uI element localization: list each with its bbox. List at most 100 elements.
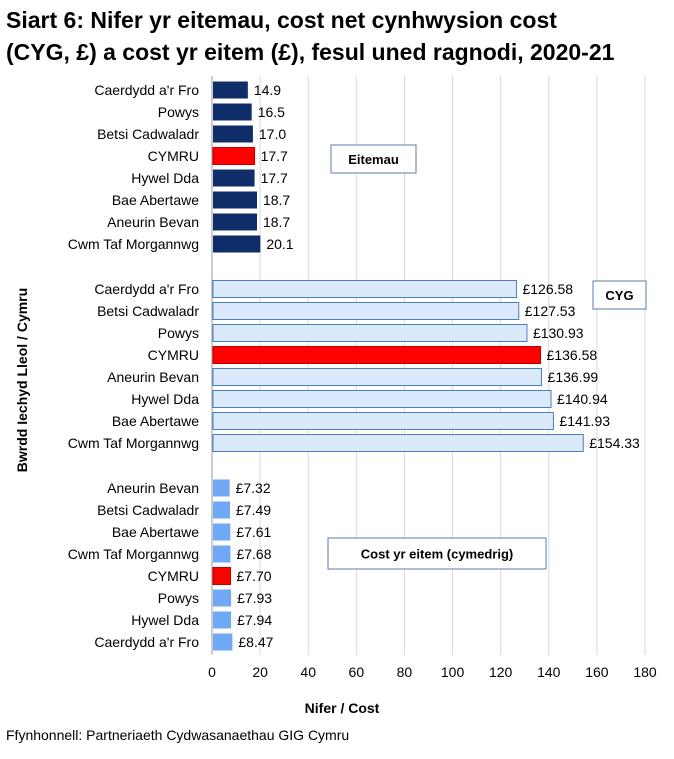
category-label: Caerdydd a'r Fro	[94, 281, 199, 297]
bar	[213, 125, 253, 143]
category-label: Cwm Taf Morgannwg	[68, 546, 199, 562]
bars: Caerdydd a'r Fro 14.9 Powys 16.5 Betsi Cadwa…	[68, 81, 640, 651]
data-label: £136.58	[547, 347, 598, 363]
bar	[213, 633, 233, 651]
bar	[213, 501, 231, 519]
category-label: Betsi Cadwaladr	[97, 303, 199, 319]
data-label: £7.49	[236, 502, 271, 518]
bar	[212, 567, 232, 585]
data-label: £7.93	[237, 590, 272, 606]
data-label: £130.93	[533, 325, 584, 341]
data-label: £7.70	[237, 568, 272, 584]
x-tick-label: 180	[633, 664, 657, 680]
group-label: Cost yr eitem (cymedrig)	[361, 547, 513, 562]
x-tick-label: 140	[537, 664, 561, 680]
x-tick-label: 160	[585, 664, 609, 680]
category-label: Hywel Dda	[131, 612, 199, 628]
bar	[213, 103, 252, 121]
category-label: CYMRU	[148, 148, 199, 164]
data-label: £127.53	[525, 303, 576, 319]
category-label: CYMRU	[148, 347, 199, 363]
category-label: Betsi Cadwaladr	[97, 502, 199, 518]
category-label: Aneurin Bevan	[107, 369, 199, 385]
data-label: £7.94	[237, 612, 272, 628]
x-tick-label: 20	[252, 664, 268, 680]
bar	[213, 611, 232, 629]
category-label: Powys	[158, 325, 199, 341]
data-label: £154.33	[589, 435, 640, 451]
category-label: Powys	[158, 104, 199, 120]
bar	[212, 346, 542, 364]
x-tick-label: 120	[489, 664, 513, 680]
category-label: Cwm Taf Morgannwg	[68, 435, 199, 451]
bar	[213, 169, 255, 187]
bar	[212, 302, 520, 320]
category-label: Aneurin Bevan	[107, 480, 199, 496]
category-label: CYMRU	[148, 568, 199, 584]
bar	[212, 434, 584, 452]
bar-group: Aneurin Bevan £7.32 Betsi Cadwaladr £7.49 Ba…	[68, 479, 274, 651]
category-label: Aneurin Bevan	[107, 214, 199, 230]
bar	[212, 324, 528, 342]
bar	[212, 368, 543, 386]
chart-title-line-2: (CYG, £) a cost yr eitem (£), fesul uned…	[6, 39, 615, 65]
bar	[213, 589, 232, 607]
x-tick-labels: 0 20 40 60 80 100 120 140 160 180	[208, 664, 657, 680]
bar	[212, 280, 517, 298]
data-label: £7.61	[236, 524, 271, 540]
data-label: £136.99	[548, 369, 599, 385]
data-label: £140.94	[557, 391, 608, 407]
y-axis-label: Bwrdd Iechyd Lleol / Cymru	[14, 288, 30, 472]
data-label: £8.47	[238, 634, 273, 650]
category-label: Hywel Dda	[131, 170, 199, 186]
category-label: Bae Abertawe	[112, 524, 199, 540]
category-label: Bae Abertawe	[112, 192, 199, 208]
x-axis-label: Nifer / Cost	[305, 700, 380, 716]
category-label: Caerdydd a'r Fro	[94, 634, 199, 650]
bar-chart: Caerdydd a'r Fro 14.9 Powys 16.5 Betsi Cadwa…	[14, 76, 657, 716]
bar	[213, 191, 257, 209]
bar	[213, 81, 248, 99]
category-label: Cwm Taf Morgannwg	[68, 236, 199, 252]
bar	[213, 545, 231, 563]
data-label: 18.7	[263, 192, 290, 208]
data-label: 20.1	[266, 236, 293, 252]
data-label: 14.9	[254, 82, 281, 98]
bar	[212, 412, 554, 430]
data-label: 18.7	[263, 214, 290, 230]
category-label: Betsi Cadwaladr	[97, 126, 199, 142]
x-tick-label: 60	[349, 664, 365, 680]
data-label: 17.7	[261, 170, 288, 186]
data-label: 16.5	[258, 104, 285, 120]
x-tick-label: 100	[441, 664, 465, 680]
bar	[212, 147, 256, 165]
bar	[213, 523, 231, 541]
source-note: Ffynhonnell: Partneriaeth Cydwasanaethau…	[6, 727, 350, 743]
data-label: £141.93	[559, 413, 610, 429]
category-label: Bae Abertawe	[112, 413, 199, 429]
group-label-box	[330, 144, 417, 174]
data-label: 17.7	[261, 148, 288, 164]
group-label-box	[327, 537, 547, 570]
bar-group: Caerdydd a'r Fro 14.9 Powys 16.5 Betsi Cadwa…	[68, 81, 294, 253]
category-label: Hywel Dda	[131, 391, 199, 407]
group-label-boxes: Eitemau CYG Cost yr eitem (cymedrig)	[327, 144, 647, 570]
group-label: Eitemau	[348, 152, 399, 167]
data-label: £126.58	[522, 281, 573, 297]
bar-group: Caerdydd a'r Fro £126.58 Betsi Cadwaladr £1…	[68, 280, 640, 452]
x-tick-label: 40	[300, 664, 316, 680]
bar	[212, 390, 552, 408]
data-label: 17.0	[259, 126, 286, 142]
bar	[213, 479, 230, 497]
category-label: Powys	[158, 590, 199, 606]
x-tick-label: 0	[208, 664, 216, 680]
data-label: £7.68	[236, 546, 271, 562]
group-label-box	[592, 280, 647, 310]
x-tick-label: 80	[397, 664, 413, 680]
data-label: £7.32	[236, 480, 271, 496]
chart-title-line-1: Siart 6: Nifer yr eitemau, cost net cynh…	[6, 7, 557, 33]
category-label: Caerdydd a'r Fro	[94, 82, 199, 98]
chart-title: Siart 6: Nifer yr eitemau, cost net cynh…	[6, 4, 666, 68]
group-label: CYG	[605, 288, 633, 303]
bar	[213, 235, 261, 253]
